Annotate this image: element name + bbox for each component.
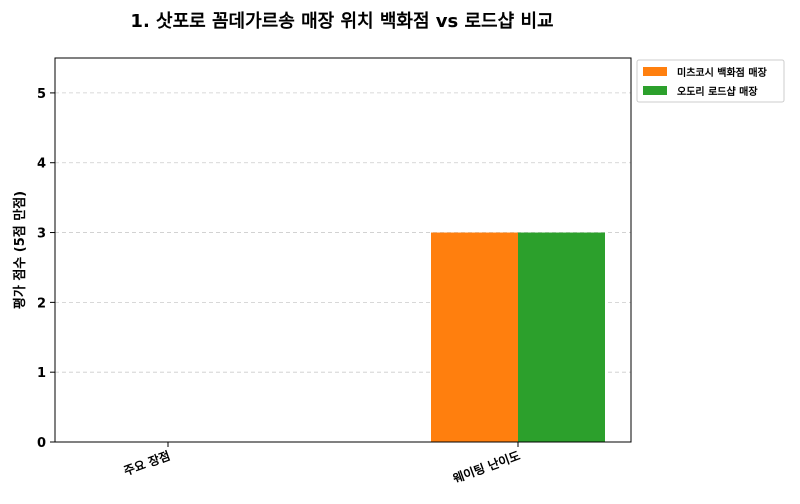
y-axis-label: 평가 점수 (5점 만점) [12, 191, 28, 309]
y-tick-label: 0 [37, 436, 46, 451]
chart-title: 1. 삿포로 꼼데가르송 매장 위치 백화점 vs 로드샵 비교 [130, 11, 553, 32]
legend-label: 오도리 로드샵 매장 [677, 85, 758, 98]
y-tick-label: 5 [37, 87, 46, 102]
legend-swatch [643, 86, 667, 95]
x-tick-label: 주요 장점 [121, 448, 172, 479]
legend-label: 미츠코시 백화점 매장 [677, 66, 768, 79]
bar [518, 232, 605, 442]
bar [431, 232, 518, 442]
x-axis-ticks: 주요 장점 웨이팅 난이도 [121, 442, 522, 486]
y-axis-ticks: 0 1 2 3 4 5 [37, 87, 55, 451]
plot-area-frame [54, 57, 632, 443]
legend-swatch [643, 67, 667, 76]
y-tick-label: 4 [37, 157, 46, 172]
bars [431, 232, 605, 442]
x-tick-label: 웨이팅 난이도 [451, 448, 522, 486]
y-tick-label: 3 [37, 227, 46, 242]
y-tick-label: 2 [37, 296, 46, 311]
legend-box [636, 59, 785, 103]
y-tick-label: 1 [37, 366, 46, 381]
